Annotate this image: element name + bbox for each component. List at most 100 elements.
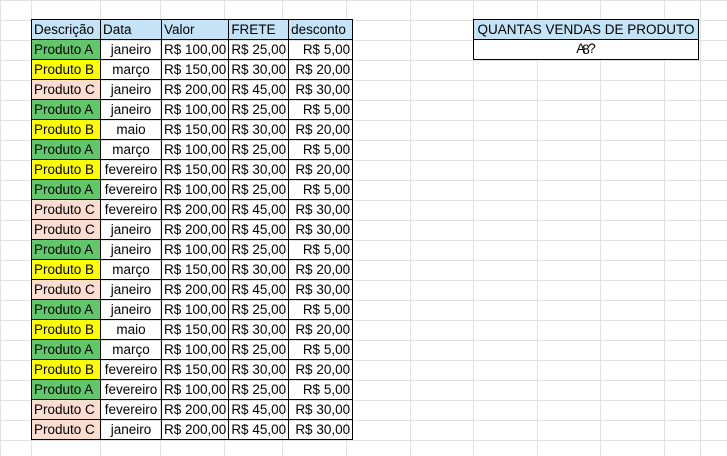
cell-desconto[interactable]: R$ 20,00 bbox=[288, 319, 354, 340]
cell-desconto[interactable]: R$ 5,00 bbox=[288, 239, 354, 260]
cell-data[interactable]: janeiro bbox=[100, 79, 162, 100]
cell-valor[interactable]: R$ 100,00 bbox=[160, 179, 230, 200]
cell-descricao[interactable]: Produto B bbox=[31, 319, 101, 340]
cell-descricao[interactable]: Produto A bbox=[31, 99, 101, 120]
cell-frete[interactable]: R$ 30,00 bbox=[228, 119, 290, 140]
cell-valor[interactable]: R$ 150,00 bbox=[160, 319, 230, 340]
cell-descricao[interactable]: Produto C bbox=[31, 419, 101, 440]
cell-descricao[interactable]: Produto B bbox=[31, 159, 101, 180]
cell-desconto[interactable]: R$ 20,00 bbox=[288, 259, 354, 280]
cell-desconto[interactable]: R$ 30,00 bbox=[288, 279, 354, 300]
cell-descricao[interactable]: Produto A bbox=[31, 379, 101, 400]
cell-descricao[interactable]: Produto A bbox=[31, 139, 101, 160]
cell-data[interactable]: fevereiro bbox=[100, 359, 162, 380]
cell-descricao[interactable]: Produto B bbox=[31, 119, 101, 140]
cell-descricao[interactable]: Produto A bbox=[31, 239, 101, 260]
cell-descricao[interactable]: Produto A bbox=[31, 179, 101, 200]
cell-desconto[interactable]: R$ 5,00 bbox=[288, 379, 354, 400]
cell-data[interactable]: fevereiro bbox=[100, 379, 162, 400]
cell-desconto[interactable]: R$ 20,00 bbox=[288, 159, 354, 180]
cell-data[interactable]: janeiro bbox=[100, 39, 162, 60]
cell-data[interactable]: maio bbox=[100, 119, 162, 140]
cell-descricao[interactable]: Produto C bbox=[31, 279, 101, 300]
cell-valor[interactable]: R$ 200,00 bbox=[160, 219, 230, 240]
cell-data[interactable]: fevereiro bbox=[100, 399, 162, 420]
cell-frete[interactable]: R$ 45,00 bbox=[228, 199, 290, 220]
header-cell-data[interactable]: Data bbox=[100, 19, 162, 40]
cell-valor[interactable]: R$ 100,00 bbox=[160, 299, 230, 320]
cell-data[interactable]: janeiro bbox=[100, 419, 162, 440]
cell-data[interactable]: março bbox=[100, 139, 162, 160]
cell-data[interactable]: março bbox=[100, 259, 162, 280]
cell-frete[interactable]: R$ 30,00 bbox=[228, 259, 290, 280]
cell-data[interactable]: janeiro bbox=[100, 219, 162, 240]
cell-desconto[interactable]: R$ 5,00 bbox=[288, 139, 354, 160]
cell-valor[interactable]: R$ 100,00 bbox=[160, 239, 230, 260]
cell-frete[interactable]: R$ 25,00 bbox=[228, 39, 290, 60]
cell-descricao[interactable]: Produto A bbox=[31, 299, 101, 320]
cell-valor[interactable]: R$ 150,00 bbox=[160, 259, 230, 280]
cell-valor[interactable]: R$ 150,00 bbox=[160, 359, 230, 380]
cell-desconto[interactable]: R$ 5,00 bbox=[288, 299, 354, 320]
cell-valor[interactable]: R$ 200,00 bbox=[160, 279, 230, 300]
header-cell-descricao[interactable]: Descrição bbox=[31, 19, 101, 40]
question-title-cell[interactable]: QUANTAS VENDAS DE PRODUTO A ? bbox=[473, 19, 699, 56]
cell-descricao[interactable]: Produto C bbox=[31, 219, 101, 240]
cell-desconto[interactable]: R$ 20,00 bbox=[288, 119, 354, 140]
question-answer-cell[interactable]: 8 bbox=[473, 40, 699, 60]
cell-valor[interactable]: R$ 200,00 bbox=[160, 199, 230, 220]
header-cell-desconto[interactable]: desconto bbox=[288, 19, 354, 40]
cell-data[interactable]: janeiro bbox=[100, 279, 162, 300]
cell-valor[interactable]: R$ 100,00 bbox=[160, 39, 230, 60]
cell-frete[interactable]: R$ 25,00 bbox=[228, 179, 290, 200]
cell-data[interactable]: fevereiro bbox=[100, 159, 162, 180]
cell-desconto[interactable]: R$ 30,00 bbox=[288, 79, 354, 100]
cell-descricao[interactable]: Produto B bbox=[31, 259, 101, 280]
cell-valor[interactable]: R$ 200,00 bbox=[160, 419, 230, 440]
cell-data[interactable]: fevereiro bbox=[100, 199, 162, 220]
cell-frete[interactable]: R$ 25,00 bbox=[228, 99, 290, 120]
cell-valor[interactable]: R$ 100,00 bbox=[160, 339, 230, 360]
cell-frete[interactable]: R$ 30,00 bbox=[228, 159, 290, 180]
cell-frete[interactable]: R$ 30,00 bbox=[228, 319, 290, 340]
cell-frete[interactable]: R$ 30,00 bbox=[228, 359, 290, 380]
cell-frete[interactable]: R$ 45,00 bbox=[228, 79, 290, 100]
cell-data[interactable]: janeiro bbox=[100, 299, 162, 320]
cell-data[interactable]: março bbox=[100, 59, 162, 80]
cell-data[interactable]: janeiro bbox=[100, 99, 162, 120]
cell-desconto[interactable]: R$ 30,00 bbox=[288, 199, 354, 220]
cell-frete[interactable]: R$ 25,00 bbox=[228, 239, 290, 260]
cell-valor[interactable]: R$ 100,00 bbox=[160, 99, 230, 120]
cell-valor[interactable]: R$ 100,00 bbox=[160, 379, 230, 400]
cell-valor[interactable]: R$ 150,00 bbox=[160, 119, 230, 140]
cell-desconto[interactable]: R$ 30,00 bbox=[288, 419, 354, 440]
cell-valor[interactable]: R$ 150,00 bbox=[160, 59, 230, 80]
cell-desconto[interactable]: R$ 20,00 bbox=[288, 59, 354, 80]
cell-valor[interactable]: R$ 200,00 bbox=[160, 79, 230, 100]
cell-data[interactable]: março bbox=[100, 339, 162, 360]
cell-frete[interactable]: R$ 30,00 bbox=[228, 59, 290, 80]
cell-data[interactable]: janeiro bbox=[100, 239, 162, 260]
cell-valor[interactable]: R$ 200,00 bbox=[160, 399, 230, 420]
cell-frete[interactable]: R$ 45,00 bbox=[228, 219, 290, 240]
cell-desconto[interactable]: R$ 5,00 bbox=[288, 339, 354, 360]
cell-valor[interactable]: R$ 100,00 bbox=[160, 139, 230, 160]
cell-valor[interactable]: R$ 150,00 bbox=[160, 159, 230, 180]
cell-data[interactable]: fevereiro bbox=[100, 179, 162, 200]
cell-frete[interactable]: R$ 25,00 bbox=[228, 339, 290, 360]
cell-descricao[interactable]: Produto C bbox=[31, 199, 101, 220]
cell-descricao[interactable]: Produto B bbox=[31, 359, 101, 380]
cell-desconto[interactable]: R$ 5,00 bbox=[288, 39, 354, 60]
cell-frete[interactable]: R$ 25,00 bbox=[228, 139, 290, 160]
cell-desconto[interactable]: R$ 5,00 bbox=[288, 99, 354, 120]
cell-frete[interactable]: R$ 45,00 bbox=[228, 279, 290, 300]
cell-descricao[interactable]: Produto B bbox=[31, 59, 101, 80]
cell-frete[interactable]: R$ 25,00 bbox=[228, 299, 290, 320]
cell-frete[interactable]: R$ 25,00 bbox=[228, 379, 290, 400]
cell-data[interactable]: maio bbox=[100, 319, 162, 340]
cell-descricao[interactable]: Produto C bbox=[31, 399, 101, 420]
cell-descricao[interactable]: Produto A bbox=[31, 39, 101, 60]
cell-desconto[interactable]: R$ 30,00 bbox=[288, 219, 354, 240]
cell-desconto[interactable]: R$ 30,00 bbox=[288, 399, 354, 420]
cell-descricao[interactable]: Produto C bbox=[31, 79, 101, 100]
